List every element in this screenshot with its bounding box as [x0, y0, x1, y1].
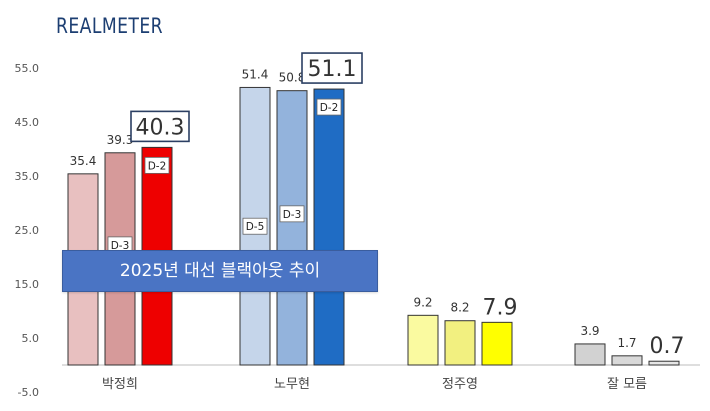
- bar: [481, 321, 513, 366]
- data-label: 50.8: [279, 71, 306, 85]
- x-category-label: 박정희: [102, 377, 138, 392]
- highlight-box: [301, 52, 363, 84]
- data-label: 9.2: [413, 295, 432, 309]
- y-tick-label: 15.0: [15, 278, 40, 291]
- data-label: 40.3: [136, 115, 185, 140]
- highlight-box: [130, 110, 190, 143]
- y-tick-label: 25.0: [15, 224, 40, 237]
- bar-tag-label: D-2: [320, 102, 339, 114]
- data-label: 7.9: [483, 295, 518, 320]
- bar-tag-box: [279, 205, 305, 223]
- bar: [313, 88, 345, 366]
- y-tick-label: -5.0: [18, 386, 39, 399]
- data-label: 3.9: [580, 324, 599, 338]
- data-label: 39.3: [107, 133, 134, 147]
- bar-tag-label: D-3: [283, 209, 302, 221]
- y-tick-label: 5.0: [22, 332, 40, 345]
- data-label: 8.2: [450, 301, 469, 315]
- data-label: 35.4: [70, 154, 97, 168]
- bar-tag-label: D-2: [148, 160, 167, 172]
- bar-tag-box: [242, 217, 268, 235]
- data-label: 51.4: [242, 67, 269, 81]
- bar: [407, 314, 439, 366]
- bar-tag-box: [144, 156, 170, 174]
- bar: [444, 320, 476, 366]
- y-tick-label: 35.0: [15, 170, 40, 183]
- x-category-label: 노무현: [274, 377, 310, 392]
- bar: [648, 360, 680, 366]
- bar-tag-label: D-3: [111, 240, 130, 252]
- bar: [611, 355, 643, 366]
- y-tick-label: 55.0: [15, 62, 40, 75]
- x-category-label: 정주영: [442, 377, 478, 392]
- bar: [276, 90, 308, 366]
- data-label: 51.1: [308, 57, 357, 82]
- x-category-label: 잘 모름: [607, 377, 647, 392]
- data-label: 1.7: [617, 336, 636, 350]
- bar-tag-box: [316, 98, 342, 116]
- y-tick-label: 45.0: [15, 116, 40, 129]
- brand-logo-text: REALMETER: [56, 14, 164, 38]
- title-banner: 2025년 대선 블랙아웃 추이: [62, 250, 378, 292]
- data-label: 0.7: [650, 334, 685, 359]
- bar: [574, 343, 606, 366]
- bar-tag-label: D-5: [246, 221, 265, 233]
